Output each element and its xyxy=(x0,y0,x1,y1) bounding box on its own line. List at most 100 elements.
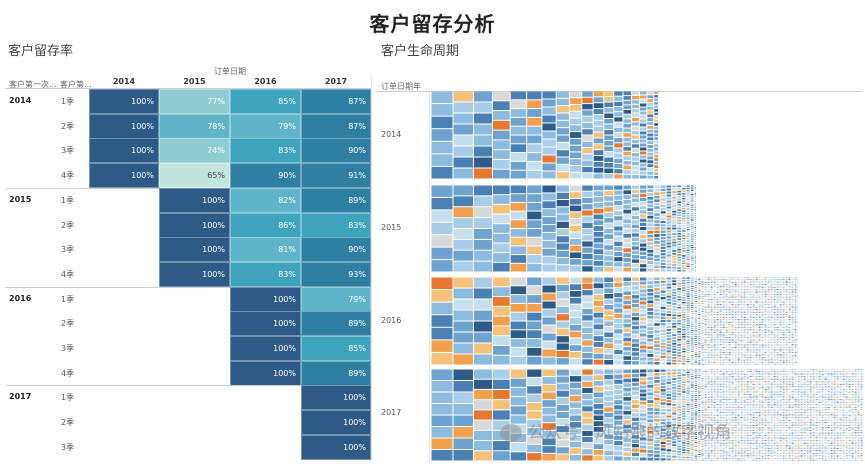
retention-cell[interactable]: 83% xyxy=(230,138,301,164)
retention-cell[interactable]: 100% xyxy=(230,311,301,337)
lifecycle-treemap-2015[interactable] xyxy=(431,185,696,272)
treemap-tile xyxy=(752,423,755,425)
treemap-tile xyxy=(782,363,785,365)
retention-cell[interactable]: 100% xyxy=(89,163,159,189)
retention-cell[interactable]: 100% xyxy=(301,385,371,411)
treemap-tile xyxy=(743,335,746,337)
treemap-tile xyxy=(728,305,731,307)
treemap-tile xyxy=(716,385,719,387)
retention-cell[interactable]: 83% xyxy=(301,212,371,238)
treemap-tile xyxy=(707,413,710,415)
retention-cell[interactable]: 77% xyxy=(159,89,230,114)
retention-cell[interactable]: 87% xyxy=(301,89,371,114)
retention-cell[interactable]: 90% xyxy=(301,138,371,164)
treemap-tile xyxy=(672,424,677,426)
treemap-tile xyxy=(690,298,694,300)
retention-cell[interactable]: 85% xyxy=(230,89,301,114)
treemap-tile xyxy=(713,304,716,305)
retention-cell[interactable]: 78% xyxy=(159,113,230,139)
treemap-tile xyxy=(746,427,749,428)
retention-cell[interactable]: 83% xyxy=(230,261,301,287)
treemap-tile xyxy=(690,223,694,225)
treemap-tile xyxy=(728,345,731,347)
treemap-tile xyxy=(660,326,666,329)
retention-cell[interactable]: 86% xyxy=(230,212,301,238)
treemap-tile xyxy=(704,417,707,418)
treemap-tile xyxy=(604,456,614,461)
treemap-tile xyxy=(794,352,797,353)
retention-cell[interactable]: 100% xyxy=(301,410,371,436)
treemap-tile xyxy=(719,350,722,352)
treemap-tile xyxy=(604,321,614,326)
retention-cell[interactable]: 79% xyxy=(230,113,301,139)
treemap-tile xyxy=(746,435,749,436)
treemap-tile xyxy=(779,290,782,292)
treemap-tile xyxy=(704,290,707,292)
lifecycle-treemap-2014[interactable] xyxy=(431,91,658,179)
lifecycle-treemap-2016[interactable] xyxy=(431,277,798,365)
retention-cell[interactable]: 90% xyxy=(230,163,301,189)
retention-cell[interactable]: 89% xyxy=(301,311,371,337)
retention-cell[interactable]: 89% xyxy=(301,360,371,386)
treemap-tile xyxy=(728,453,731,454)
treemap-tile xyxy=(704,328,707,330)
treemap-tile xyxy=(776,345,779,347)
retention-cell[interactable]: 100% xyxy=(230,286,301,312)
treemap-tile xyxy=(722,310,725,312)
treemap-tile xyxy=(767,337,770,338)
retention-cell[interactable]: 100% xyxy=(89,89,159,114)
treemap-tile xyxy=(713,289,716,290)
treemap-tile xyxy=(542,131,556,139)
col-header-2015[interactable]: 2015 xyxy=(183,77,206,86)
col-header-2017[interactable]: 2017 xyxy=(324,77,348,86)
col-header-2016[interactable]: 2016 xyxy=(254,77,277,86)
retention-cell[interactable]: 100% xyxy=(159,237,230,263)
treemap-tile xyxy=(694,244,696,246)
treemap-tile xyxy=(701,289,704,291)
treemap-tile xyxy=(639,264,647,268)
retention-cell[interactable]: 100% xyxy=(159,261,230,287)
treemap-tile xyxy=(719,422,722,423)
retention-cell[interactable]: 100% xyxy=(89,138,159,164)
treemap-tile xyxy=(752,325,755,327)
col-header-2014[interactable]: 2014 xyxy=(112,77,136,86)
retention-cell[interactable]: 100% xyxy=(230,336,301,361)
retention-cell[interactable]: 81% xyxy=(230,237,301,263)
treemap-tile xyxy=(731,458,734,459)
treemap-tile xyxy=(710,338,713,340)
treemap-tile xyxy=(682,434,686,437)
retention-cell[interactable]: 90% xyxy=(301,237,371,263)
treemap-tile xyxy=(743,314,746,315)
retention-cell[interactable]: 82% xyxy=(230,187,301,213)
treemap-tile xyxy=(710,417,713,418)
retention-cell[interactable]: 74% xyxy=(159,138,230,164)
retention-cell[interactable]: 100% xyxy=(301,434,371,460)
first-purchase-header[interactable]: 客户第一次... xyxy=(9,80,57,89)
treemap-tile xyxy=(731,385,734,387)
retention-cell[interactable]: 93% xyxy=(301,261,371,287)
retention-cell[interactable]: 79% xyxy=(301,286,371,312)
treemap-tile xyxy=(764,285,767,287)
retention-cell[interactable]: 100% xyxy=(230,360,301,386)
treemap-tile xyxy=(510,406,527,415)
retention-cell[interactable]: 65% xyxy=(159,163,230,189)
treemap-tile xyxy=(660,376,666,379)
treemap-tile xyxy=(492,345,510,355)
retention-cell[interactable]: 100% xyxy=(159,187,230,213)
retention-cell[interactable]: 100% xyxy=(159,212,230,238)
treemap-tile xyxy=(614,185,623,190)
treemap-tile xyxy=(785,362,788,363)
treemap-tile xyxy=(569,277,582,284)
quarter-header[interactable]: 客户第... xyxy=(60,80,92,89)
retention-cell[interactable]: 100% xyxy=(89,113,159,139)
treemap-tile xyxy=(785,350,788,352)
treemap-tile xyxy=(639,206,647,210)
retention-cell[interactable]: 85% xyxy=(301,336,371,361)
treemap-tile xyxy=(749,292,752,294)
lifecycle-treemap-2017[interactable] xyxy=(431,369,863,461)
retention-cell[interactable]: 87% xyxy=(301,113,371,139)
treemap-tile xyxy=(614,287,623,293)
retention-cell[interactable]: 91% xyxy=(301,163,371,189)
retention-cell[interactable]: 89% xyxy=(301,187,371,213)
treemap-tile xyxy=(677,346,682,349)
